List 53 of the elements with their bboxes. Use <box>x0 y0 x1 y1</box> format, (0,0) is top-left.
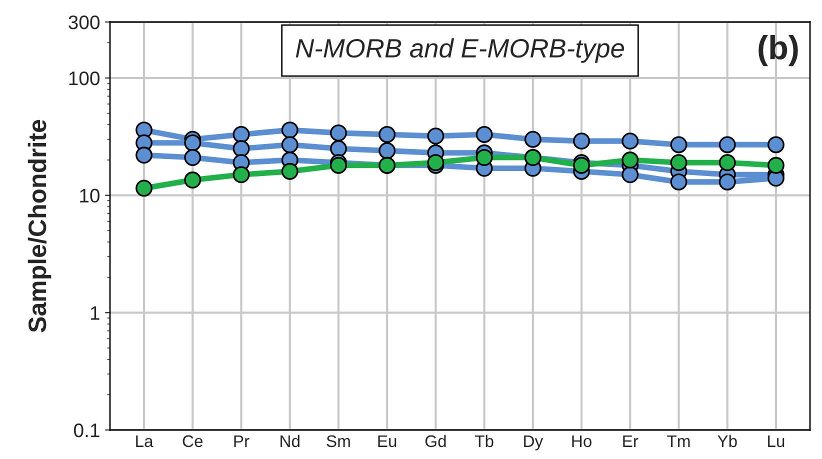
x-tick-label: Sm <box>326 435 350 448</box>
point <box>281 122 298 139</box>
point <box>524 130 542 148</box>
point <box>622 132 639 150</box>
point <box>476 149 493 166</box>
point <box>232 166 250 184</box>
x-tick-label: Ce <box>182 435 203 448</box>
x-tick-label: Yb <box>718 434 737 448</box>
x-tick-label: Eu <box>378 435 396 448</box>
point <box>330 140 347 158</box>
x-tick-label: La <box>136 435 154 448</box>
y-tick-label: 10 <box>80 188 100 203</box>
point <box>622 166 639 184</box>
x-tick-label: Ho <box>572 435 592 448</box>
x-tick-label: Pr <box>234 435 250 447</box>
point <box>184 134 202 152</box>
point <box>281 162 298 180</box>
y-tick-label: 300 <box>68 15 100 30</box>
point <box>718 173 736 190</box>
x-tick-label: Nd <box>280 434 300 448</box>
point <box>768 156 784 174</box>
point <box>573 132 590 150</box>
annotation: (b) <box>758 35 798 66</box>
x-tick-label: Dy <box>524 435 544 450</box>
point <box>378 126 396 143</box>
y-tick-label: 0.1 <box>74 423 100 438</box>
point <box>232 126 250 143</box>
y-axis-title: Sample/Chondrite <box>28 120 52 332</box>
point <box>232 140 250 158</box>
x-tick-label: Gd <box>425 434 446 448</box>
point <box>670 173 688 190</box>
point <box>476 126 493 143</box>
point <box>136 146 152 164</box>
x-tick-label: Tm <box>667 435 690 447</box>
x-tick-label: Tb <box>474 434 494 448</box>
point <box>768 136 784 154</box>
point <box>378 142 396 160</box>
y-tick-label: 100 <box>69 71 100 86</box>
point <box>136 180 152 197</box>
x-tick-label: Er <box>623 435 638 447</box>
point <box>718 154 736 172</box>
y-tick-label: 1 <box>90 306 100 320</box>
x-tick-label: Lu <box>768 435 784 448</box>
point <box>622 152 639 168</box>
point <box>718 136 736 154</box>
point <box>184 149 202 166</box>
point <box>281 136 298 154</box>
point <box>427 128 444 145</box>
point <box>670 154 688 172</box>
point <box>330 124 347 142</box>
text: N-MORB and E-MORB-type <box>296 38 624 63</box>
point <box>184 172 202 189</box>
point <box>670 136 688 154</box>
